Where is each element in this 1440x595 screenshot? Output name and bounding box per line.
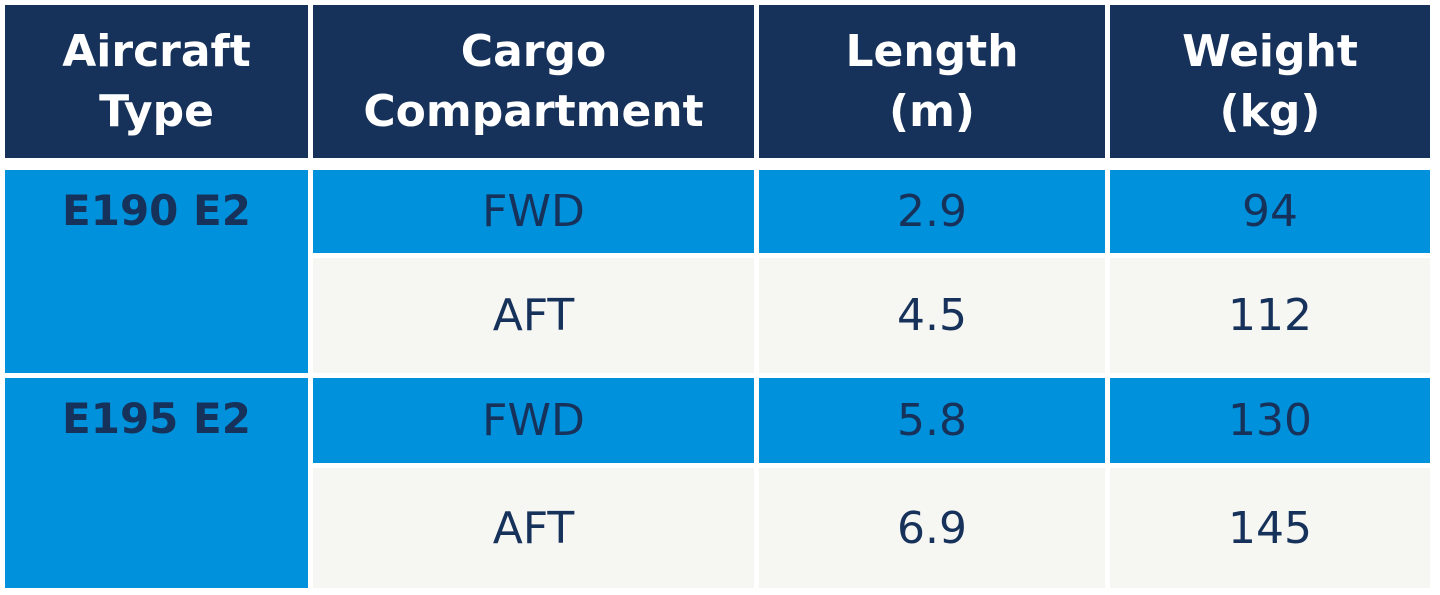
header-weight: Weight (kg): [1110, 5, 1430, 158]
header-cargo-compartment-line2: Compartment: [363, 85, 704, 137]
header-weight-line2: (kg): [1219, 85, 1321, 137]
aircraft-type-cell: E190 E2: [5, 170, 308, 373]
compartment-cell: FWD: [313, 378, 754, 463]
weight-cell: 94: [1110, 170, 1430, 253]
length-cell: 5.8: [759, 378, 1105, 463]
length-cell: 4.5: [759, 258, 1105, 373]
header-cargo-compartment-line1: Cargo: [460, 25, 607, 77]
weight-cell: 145: [1110, 468, 1430, 588]
header-aircraft-type-line1: Aircraft: [62, 25, 251, 77]
header-aircraft-type-line2: Type: [99, 85, 214, 137]
compartment-cell: AFT: [313, 258, 754, 373]
header-length: Length (m): [759, 5, 1105, 158]
length-cell: 2.9: [759, 170, 1105, 253]
compartment-cell: FWD: [313, 170, 754, 253]
header-aircraft-type: Aircraft Type: [5, 5, 308, 158]
aircraft-type-cell: E195 E2: [5, 378, 308, 588]
length-cell: 6.9: [759, 468, 1105, 588]
header-cargo-compartment: Cargo Compartment: [313, 5, 754, 158]
weight-cell: 130: [1110, 378, 1430, 463]
header-length-line2: (m): [888, 85, 976, 137]
compartment-cell: AFT: [313, 468, 754, 588]
header-length-line1: Length: [845, 25, 1019, 77]
header-weight-line1: Weight: [1182, 25, 1358, 77]
weight-cell: 112: [1110, 258, 1430, 373]
